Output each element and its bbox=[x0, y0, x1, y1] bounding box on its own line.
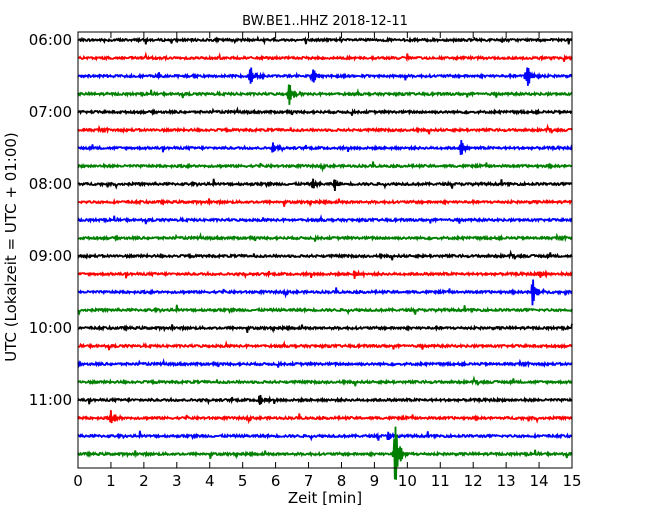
y-tick-label: 09:00 bbox=[29, 247, 72, 265]
trace-line bbox=[77, 67, 573, 86]
trace-line bbox=[77, 410, 573, 425]
x-tick-label: 9 bbox=[370, 472, 380, 490]
x-tick-label: 12 bbox=[464, 472, 483, 490]
x-tick-label: 11 bbox=[431, 472, 450, 490]
trace-line bbox=[77, 35, 573, 46]
trace-line bbox=[77, 304, 573, 316]
y-tick-label: 10:00 bbox=[29, 319, 72, 337]
trace-line bbox=[77, 375, 573, 387]
trace-line bbox=[77, 323, 573, 334]
x-tick-label: 4 bbox=[205, 472, 215, 490]
trace-line bbox=[77, 430, 573, 442]
x-tick-label: 7 bbox=[304, 472, 314, 490]
trace-group bbox=[77, 35, 573, 480]
trace-line bbox=[77, 269, 573, 280]
x-tick-label: 3 bbox=[172, 472, 182, 490]
trace-line bbox=[77, 139, 573, 155]
x-tick-label: 2 bbox=[139, 472, 149, 490]
trace-line bbox=[77, 51, 573, 63]
x-tick-label: 5 bbox=[238, 472, 248, 490]
x-tick-label: 6 bbox=[271, 472, 281, 490]
plot-frame bbox=[77, 31, 573, 469]
y-tick-label: 07:00 bbox=[29, 103, 72, 121]
x-tick-label: 1 bbox=[106, 472, 116, 490]
chart-title: BW.BE1..HHZ 2018-12-11 bbox=[242, 14, 408, 29]
trace-line bbox=[77, 106, 573, 117]
trace-line bbox=[77, 232, 573, 243]
trace-line bbox=[77, 214, 573, 225]
trace-line bbox=[77, 197, 573, 208]
trace-line bbox=[77, 161, 573, 173]
x-tick-label: 10 bbox=[398, 472, 417, 490]
trace-line bbox=[77, 249, 573, 261]
x-axis-label: Zeit [min] bbox=[288, 489, 362, 507]
trace-line bbox=[77, 340, 573, 351]
trace-line bbox=[77, 426, 573, 480]
trace-line bbox=[77, 178, 573, 191]
x-tick-label: 8 bbox=[337, 472, 347, 490]
x-tick-label: 0 bbox=[73, 472, 83, 490]
trace-line bbox=[77, 279, 573, 306]
x-tick-label: 13 bbox=[497, 472, 516, 490]
x-tick-label: 15 bbox=[562, 472, 581, 490]
y-tick-label: 11:00 bbox=[29, 391, 72, 409]
y-axis-label: UTC (Lokalzeit = UTC + 01:00) bbox=[2, 132, 20, 362]
x-tick-label: 14 bbox=[530, 472, 549, 490]
trace-line bbox=[77, 84, 573, 105]
trace-line bbox=[77, 123, 573, 135]
trace-line bbox=[77, 394, 573, 406]
y-tick-label: 06:00 bbox=[29, 31, 72, 49]
y-tick-label: 08:00 bbox=[29, 175, 72, 193]
trace-line bbox=[77, 358, 573, 369]
axes-group: 0 1 2 3 4 5 6 7 8 9 10 11 12 13 14 1506:0007:0008:0009:… bbox=[29, 31, 582, 490]
